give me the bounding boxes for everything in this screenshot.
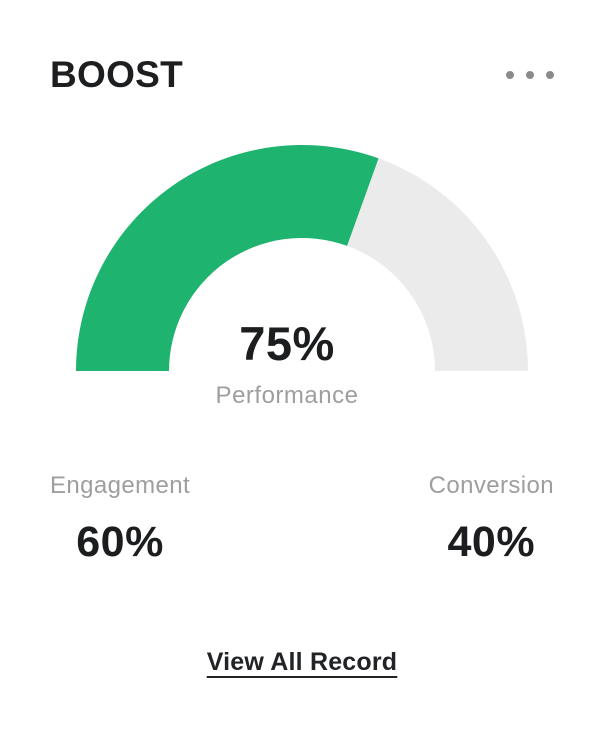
card-footer: View All Record xyxy=(0,647,604,677)
stats-row: Engagement 60% Conversion 40% xyxy=(0,472,604,564)
gauge-filled-arc xyxy=(76,145,379,371)
stat-value: 60% xyxy=(76,518,164,566)
ellipsis-icon xyxy=(506,70,514,79)
gauge-chart xyxy=(76,145,528,371)
card-header: BOOST xyxy=(0,0,604,93)
ellipsis-icon xyxy=(526,70,534,79)
gauge-value: 75% xyxy=(239,317,335,370)
ellipsis-icon xyxy=(546,70,554,79)
stat-label: Conversion xyxy=(428,472,554,499)
stat-value: 40% xyxy=(447,518,536,566)
stat-conversion: Conversion 40% xyxy=(429,472,554,564)
card-title: BOOST xyxy=(50,54,184,95)
stat-engagement: Engagement 60% xyxy=(50,472,190,564)
view-all-record-link[interactable]: View All Record xyxy=(206,648,398,676)
more-options-button[interactable] xyxy=(504,63,556,87)
stat-label: Engagement xyxy=(50,472,191,499)
gauge-label: Performance xyxy=(215,382,359,409)
gauge-chart-area: 75% Performance xyxy=(74,143,530,408)
gauge-center-labels: 75% Performance xyxy=(216,320,359,408)
